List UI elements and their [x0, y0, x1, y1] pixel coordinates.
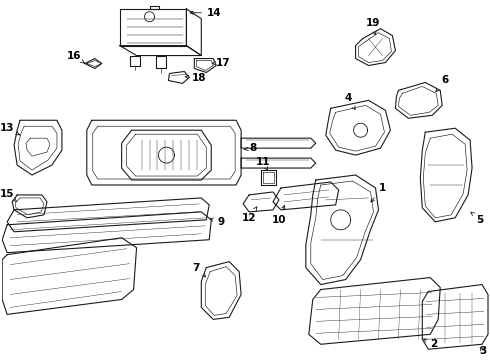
Text: 14: 14 — [190, 8, 221, 18]
Text: 4: 4 — [345, 93, 355, 109]
Text: 3: 3 — [479, 346, 487, 356]
Text: 9: 9 — [210, 217, 225, 227]
Text: 7: 7 — [193, 262, 206, 277]
Text: 2: 2 — [424, 339, 438, 349]
Text: 5: 5 — [471, 212, 484, 225]
Text: 18: 18 — [185, 73, 207, 84]
Text: 6: 6 — [436, 76, 449, 92]
Text: 15: 15 — [0, 189, 17, 202]
Text: 16: 16 — [67, 50, 84, 63]
Text: 8: 8 — [244, 143, 257, 153]
Text: 11: 11 — [256, 157, 270, 170]
Text: 19: 19 — [366, 18, 380, 35]
Text: 17: 17 — [212, 58, 230, 68]
Text: 13: 13 — [0, 123, 20, 135]
Text: 10: 10 — [271, 205, 286, 225]
Text: 1: 1 — [371, 183, 386, 202]
Text: 12: 12 — [242, 207, 257, 223]
